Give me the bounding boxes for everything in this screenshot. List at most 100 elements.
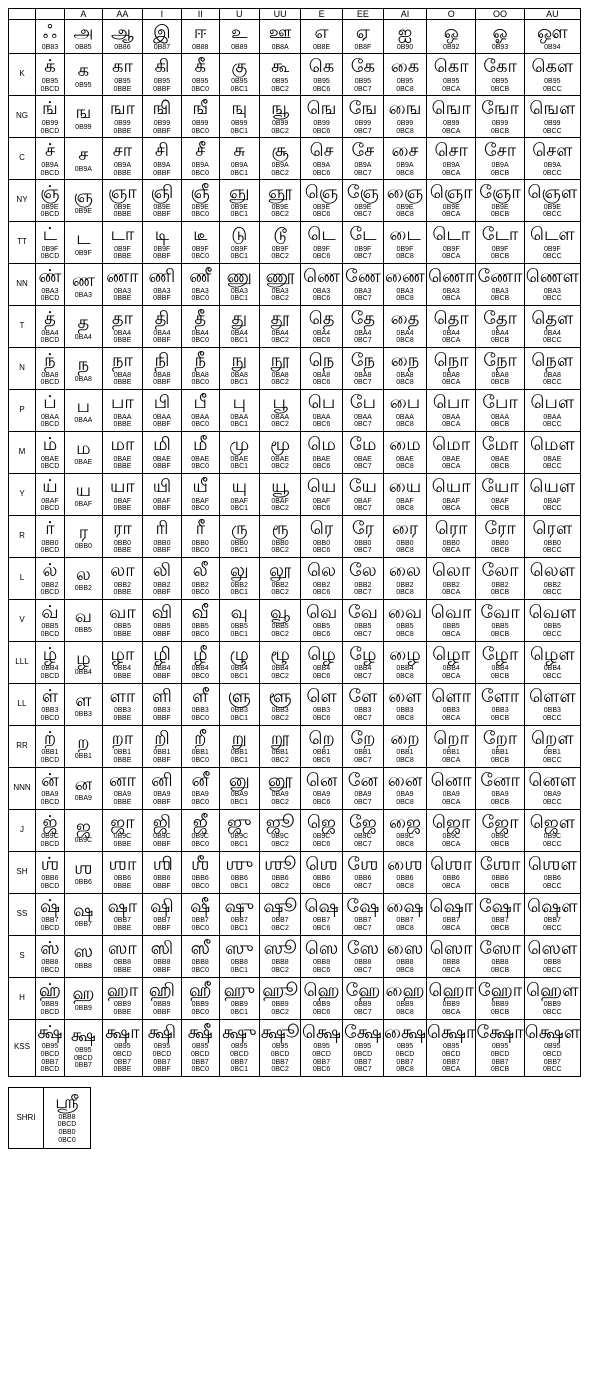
codepoint: 0B9C 0BCC bbox=[525, 833, 580, 850]
glyph: வா bbox=[103, 600, 142, 624]
glyph: ரு bbox=[220, 516, 259, 540]
syllable-cell: டு0B9F 0BC1 bbox=[219, 222, 259, 264]
codepoint: 0B95 0BC7 bbox=[343, 78, 383, 95]
codepoint: 0BB5 0BCC bbox=[525, 623, 580, 640]
syllable-cell: ஜே0B9C 0BC7 bbox=[342, 809, 383, 851]
row-label-blank bbox=[9, 20, 36, 54]
codepoint: 0B95 0BCC bbox=[525, 78, 580, 95]
syllable-cell: மோ0BAE 0BCB bbox=[476, 432, 524, 474]
syllable-cell: ஸா0BB8 0BBE bbox=[102, 935, 142, 977]
syllable-cell: க்ஷா0B95 0BCD 0BB7 0BBE bbox=[102, 1019, 142, 1076]
glyph: பௌ bbox=[525, 390, 580, 414]
codepoint: 0B9A 0BBF bbox=[143, 162, 181, 179]
glyph: வீ bbox=[182, 600, 219, 624]
glyph: ஞா bbox=[103, 180, 142, 204]
codepoint: 0BB3 0BC2 bbox=[260, 707, 300, 724]
glyph: வே bbox=[343, 600, 383, 624]
codepoint: 0BAA 0BC8 bbox=[384, 414, 426, 431]
syllable-cell: ங0B99 bbox=[64, 96, 102, 138]
glyph: றூ bbox=[260, 726, 300, 750]
codepoint: 0B9E 0BC1 bbox=[220, 204, 259, 221]
syllable-cell: ஞெ0B9E 0BC6 bbox=[301, 180, 342, 222]
codepoint: 0BB8 0BC1 bbox=[220, 959, 259, 976]
glyph: ஶெ bbox=[301, 852, 341, 876]
syllable-cell: னி0BA9 0BBF bbox=[143, 767, 182, 809]
glyph: ஹா bbox=[103, 978, 142, 1002]
codepoint: 0B9F 0BC2 bbox=[260, 246, 300, 263]
codepoint: 0B9E bbox=[65, 208, 102, 218]
syllable-cell: னை0BA9 0BC8 bbox=[383, 767, 426, 809]
glyph: ஶா bbox=[103, 852, 142, 876]
syllable-cell: கீ0B95 0BC0 bbox=[181, 54, 219, 96]
syllable-cell: ஜௌ0B9C 0BCC bbox=[524, 809, 580, 851]
codepoint: 0B95 0BCD 0BB7 0BBF bbox=[143, 1043, 181, 1076]
syllable-cell: ஜீ0B9C 0BC0 bbox=[181, 809, 219, 851]
syllable-cell: ஙே0B99 0BC7 bbox=[342, 96, 383, 138]
pure-consonant-cell: ஹ்0BB9 0BCD bbox=[35, 977, 64, 1019]
codepoint: 0B95 0BCD bbox=[36, 78, 64, 95]
codepoint: 0BB0 0BC6 bbox=[301, 540, 341, 557]
column-header: EE bbox=[342, 9, 383, 20]
glyph: றா bbox=[103, 726, 142, 750]
syllable-cell: மௌ0BAE 0BCC bbox=[524, 432, 580, 474]
codepoint: 0B9E 0BC6 bbox=[301, 204, 341, 221]
glyph: வ bbox=[65, 604, 102, 628]
glyph: ஙூ bbox=[260, 96, 300, 120]
syllable-cell: னீ0BA9 0BC0 bbox=[181, 767, 219, 809]
row-label: T bbox=[9, 306, 36, 348]
syllable-cell: நௌ0BA8 0BCC bbox=[524, 348, 580, 390]
codepoint: 0BA8 0BCD bbox=[36, 372, 64, 389]
syllable-cell: ஜூ0B9C 0BC2 bbox=[259, 809, 300, 851]
syllable-cell: னௌ0BA9 0BCC bbox=[524, 767, 580, 809]
glyph: ரி bbox=[143, 516, 181, 540]
glyph: டௌ bbox=[525, 222, 580, 246]
glyph: டி bbox=[143, 222, 181, 246]
codepoint: 0B95 0BCA bbox=[427, 78, 475, 95]
syllable-cell: ப0BAA bbox=[64, 390, 102, 432]
vowel-cell: உ0B89 bbox=[219, 20, 259, 54]
column-header: UU bbox=[259, 9, 300, 20]
glyph: க்ஷு bbox=[220, 1020, 259, 1044]
glyph: ழ bbox=[65, 646, 102, 670]
glyph: ஙே bbox=[343, 96, 383, 120]
glyph: ஞை bbox=[384, 180, 426, 204]
syllable-cell: டோ0B9F 0BCB bbox=[476, 222, 524, 264]
codepoint: 0BA8 0BC2 bbox=[260, 372, 300, 389]
syllable-cell: தீ0BA4 0BC0 bbox=[181, 306, 219, 348]
syllable-cell: மு0BAE 0BC1 bbox=[219, 432, 259, 474]
syllable-cell: டே0B9F 0BC7 bbox=[342, 222, 383, 264]
codepoint: 0BA8 0BBE bbox=[103, 372, 142, 389]
codepoint: 0BB8 0BC6 bbox=[301, 959, 341, 976]
glyph: லை bbox=[384, 558, 426, 582]
glyph: னை bbox=[384, 768, 426, 792]
glyph: ன் bbox=[36, 768, 64, 792]
glyph: ப் bbox=[36, 390, 64, 414]
row-label: KSS bbox=[9, 1019, 36, 1076]
codepoint: 0BB4 bbox=[65, 669, 102, 679]
syllable-cell: ஶு0BB6 0BC1 bbox=[219, 851, 259, 893]
codepoint: 0BB1 0BC7 bbox=[343, 749, 383, 766]
glyph: க்ஷௌ bbox=[525, 1020, 580, 1044]
syllable-cell: மெ0BAE 0BC6 bbox=[301, 432, 342, 474]
glyph: றோ bbox=[476, 726, 523, 750]
glyph: ஹீ bbox=[182, 978, 219, 1002]
codepoint: 0B9A 0BCB bbox=[476, 162, 523, 179]
codepoint: 0BB3 0BC8 bbox=[384, 707, 426, 724]
codepoint: 0B9F 0BC7 bbox=[343, 246, 383, 263]
glyph: டா bbox=[103, 222, 142, 246]
syllable-cell: கெ0B95 0BC6 bbox=[301, 54, 342, 96]
glyph: ழூ bbox=[260, 642, 300, 666]
codepoint: 0BB4 0BC2 bbox=[260, 665, 300, 682]
codepoint: 0B9F 0BBE bbox=[103, 246, 142, 263]
syllable-cell: லூ0BB2 0BC2 bbox=[259, 557, 300, 599]
glyph: க்ஷி bbox=[143, 1020, 181, 1044]
syllable-cell: ஙை0B99 0BC8 bbox=[383, 96, 426, 138]
codepoint: 0BB3 0BC0 bbox=[182, 707, 219, 724]
syllable-cell: ஹெ0BB9 0BC6 bbox=[301, 977, 342, 1019]
codepoint: 0BA9 0BC8 bbox=[384, 791, 426, 808]
codepoint: 0BB6 0BC0 bbox=[182, 875, 219, 892]
glyph: லெ bbox=[301, 558, 341, 582]
syllable-cell: னெ0BA9 0BC6 bbox=[301, 767, 342, 809]
codepoint: 0BB1 0BCA bbox=[427, 749, 475, 766]
codepoint: 0BAE 0BC1 bbox=[220, 456, 259, 473]
